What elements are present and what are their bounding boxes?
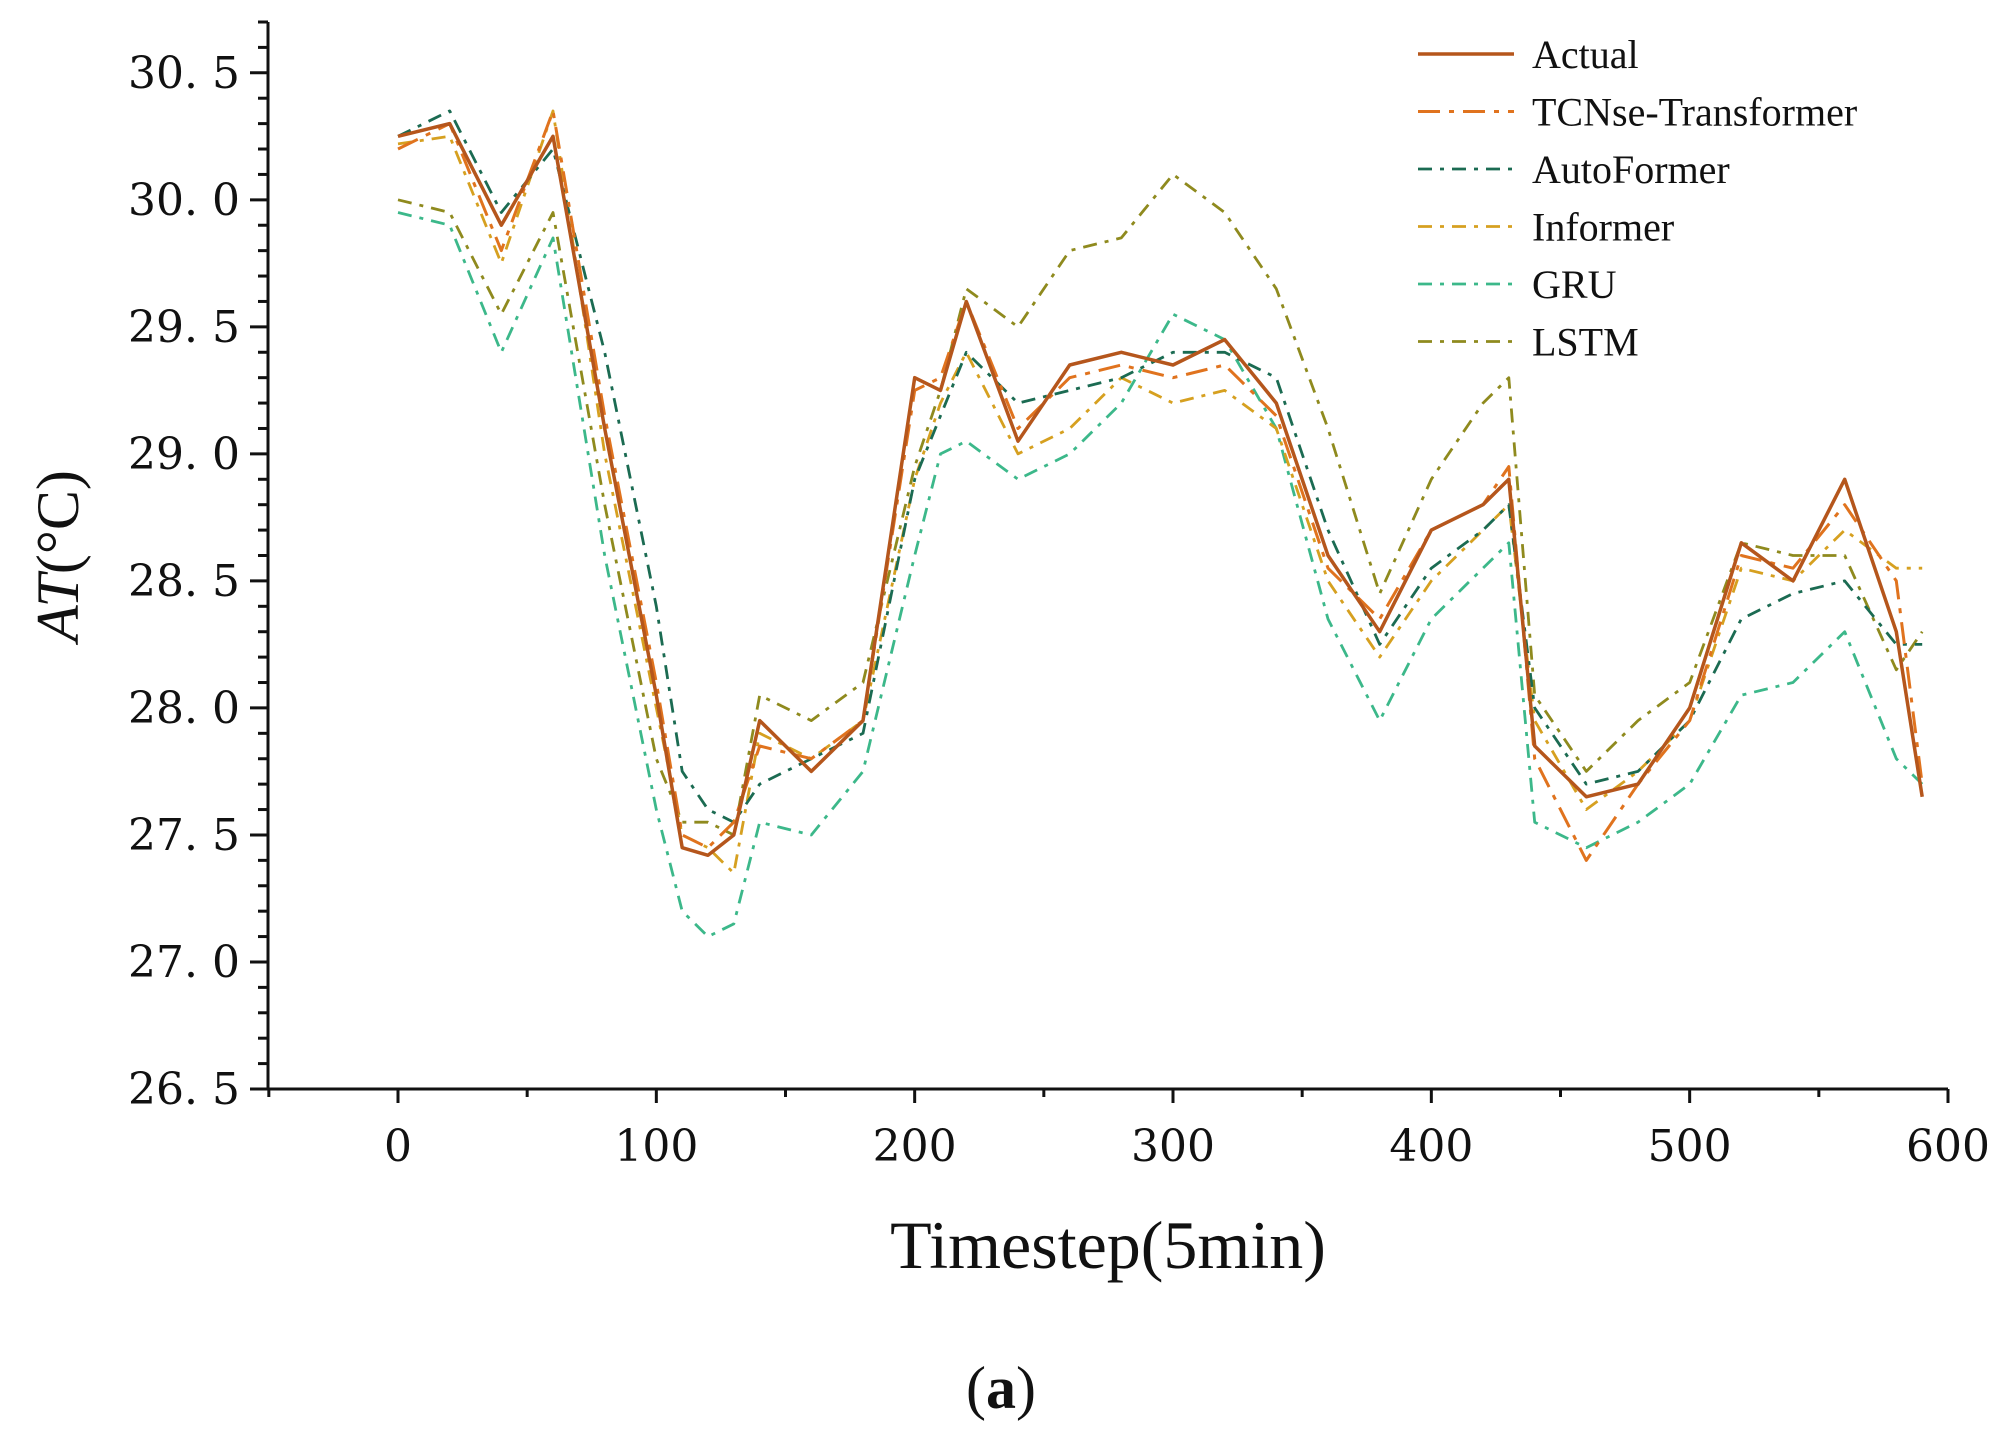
legend-label: Actual	[1532, 32, 1639, 77]
y-tick-label: 27. 0	[128, 937, 240, 988]
legend-label: GRU	[1532, 262, 1617, 307]
y-tick-label: 26. 5	[128, 1064, 240, 1115]
panel-label-letter: a	[986, 1355, 1016, 1421]
plot-lines	[397, 109, 1924, 938]
y-axis-title: AT(°C)	[25, 470, 91, 646]
ticks: 0 100 200 300 400 500 600 26. 5 27. 0 27. 5 28. 0 2…	[128, 20, 1990, 1172]
series-line-informer	[397, 109, 1923, 875]
y-axis-title-unit: (°C)	[25, 470, 91, 574]
x-axis-title: Timestep(5min)	[890, 1207, 1326, 1283]
legend-label: TCNse-Transformer	[1532, 90, 1857, 135]
y-tick-label: 29. 0	[128, 429, 240, 480]
x-tick-label: 300	[1131, 1121, 1215, 1172]
series-line-actual	[397, 121, 1924, 858]
legend-label: AutoFormer	[1532, 147, 1730, 192]
y-tick-label: 27. 5	[128, 810, 240, 861]
x-tick-label: 0	[384, 1121, 412, 1172]
panel-label-open: (	[966, 1355, 986, 1421]
x-tick-label: 500	[1648, 1121, 1732, 1172]
y-tick-label: 29. 5	[128, 302, 240, 353]
legend: Actual TCNse-Transformer AutoFormer Informe…	[1418, 32, 1857, 365]
series-line-tcnse-transformer	[397, 109, 1924, 862]
legend-label: LSTM	[1532, 320, 1639, 365]
series-line-autoformer	[397, 109, 1923, 824]
x-tick-label: 600	[1906, 1121, 1990, 1172]
x-tick-label: 100	[614, 1121, 698, 1172]
y-tick-label: 28. 0	[128, 683, 240, 734]
legend-label: Informer	[1532, 205, 1674, 250]
x-tick-label: 200	[873, 1121, 957, 1172]
x-tick-label: 400	[1389, 1121, 1473, 1172]
y-tick-label: 30. 5	[128, 48, 240, 99]
panel-label-close: )	[1016, 1355, 1036, 1421]
y-tick-label: 30. 0	[128, 175, 240, 226]
panel-label: (a)	[966, 1355, 1036, 1421]
y-tick-label: 28. 5	[128, 556, 240, 607]
series-line-lstm	[397, 173, 1924, 837]
y-axis-title-variable: AT	[25, 570, 91, 645]
series-line-gru	[397, 211, 1924, 938]
